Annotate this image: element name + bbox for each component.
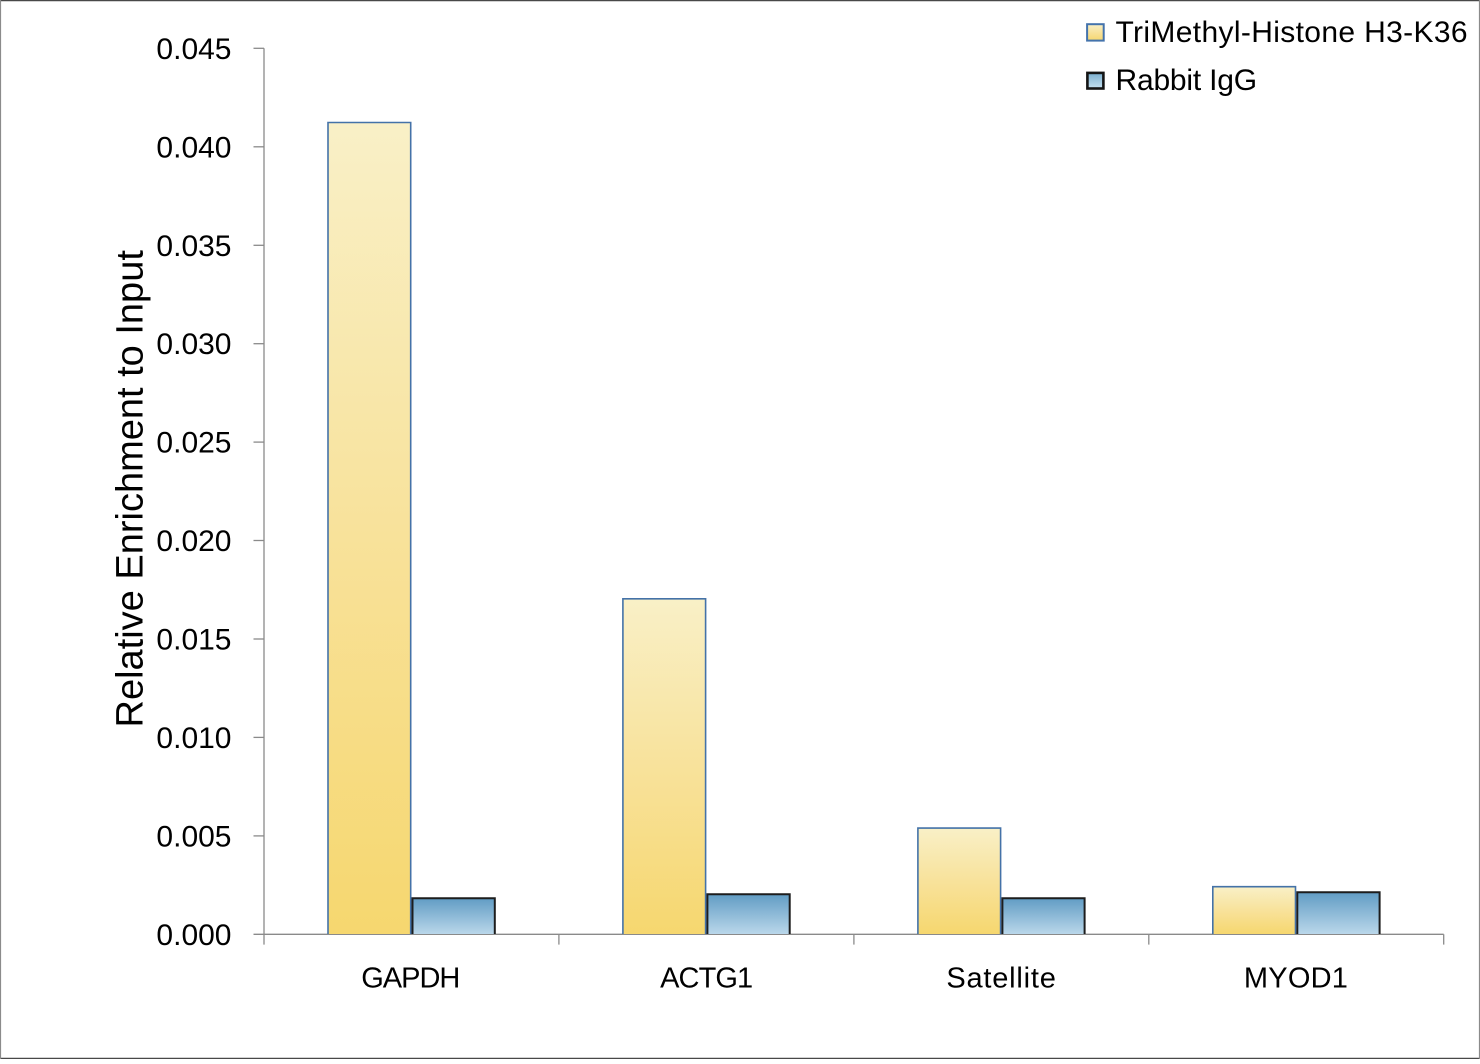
svg-text:ACTG1: ACTG1 xyxy=(660,963,752,995)
svg-text:0.000: 0.000 xyxy=(156,919,231,952)
svg-text:Relative Enrichment to Input: Relative Enrichment to Input xyxy=(110,250,152,728)
svg-text:0.025: 0.025 xyxy=(156,427,231,460)
svg-text:0.030: 0.030 xyxy=(156,328,231,361)
svg-text:0.005: 0.005 xyxy=(156,820,231,853)
svg-text:0.010: 0.010 xyxy=(156,722,231,755)
svg-text:0.040: 0.040 xyxy=(156,131,231,164)
svg-text:Rabbit IgG: Rabbit IgG xyxy=(1116,64,1257,97)
svg-text:Satellite: Satellite xyxy=(946,963,1056,995)
svg-text:GAPDH: GAPDH xyxy=(361,963,459,995)
svg-text:0.045: 0.045 xyxy=(156,33,231,66)
svg-text:0.020: 0.020 xyxy=(156,525,231,558)
svg-text:MYOD1: MYOD1 xyxy=(1244,963,1348,995)
svg-text:0.015: 0.015 xyxy=(156,624,231,657)
svg-text:TriMethyl-Histone H3-K36: TriMethyl-Histone H3-K36 xyxy=(1116,16,1468,49)
svg-text:0.035: 0.035 xyxy=(156,230,231,263)
